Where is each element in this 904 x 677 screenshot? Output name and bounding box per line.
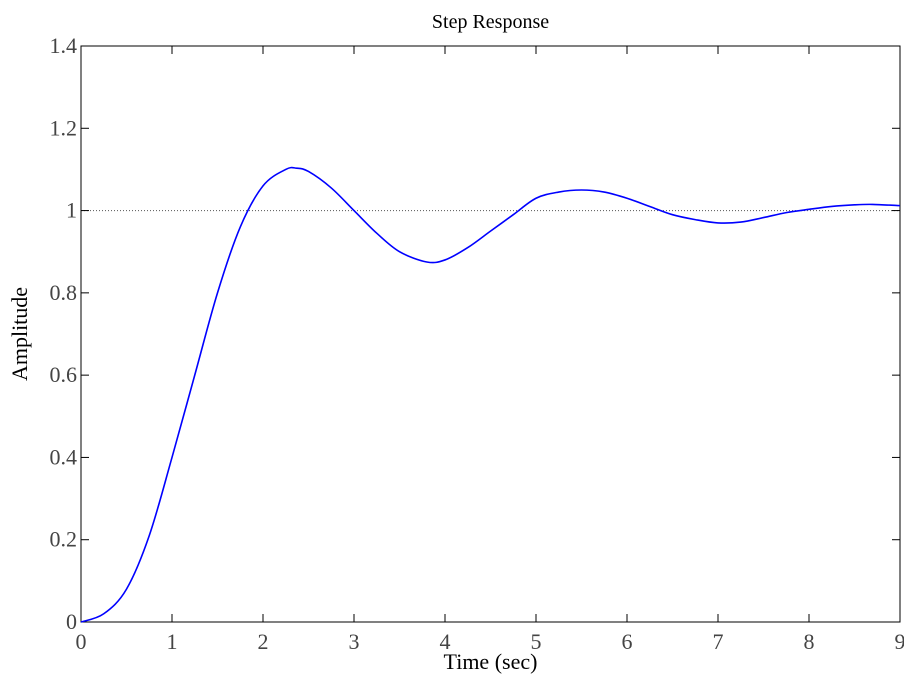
tick-marks [80,45,901,623]
x-tick-label: 1 [167,629,178,654]
x-tick-label: 8 [804,629,815,654]
x-tick-label: 4 [440,629,451,654]
x-tick-label: 5 [531,629,542,654]
x-tick-label: 3 [349,629,360,654]
x-tick-label: 7 [713,629,724,654]
chart-title: Step Response [432,11,549,33]
y-axis-label: Amplitude [7,287,32,381]
y-tick-label: 0.8 [50,280,78,305]
x-tick-label: 0 [76,629,87,654]
y-tick-label: 1.2 [50,115,78,140]
axes-box [80,45,901,623]
y-tick-label: 1.4 [50,33,78,58]
y-tick-label: 0.2 [50,527,78,552]
series-line [80,166,901,623]
x-tick-label: 9 [895,629,904,654]
y-tick-label: 0.4 [50,444,78,469]
y-tick-label: 0.6 [50,362,78,387]
tick-labels: 0 1 2 3 4 5 6 7 8 9 0 0.2 0.4 0.6 0.8 1 1.2 1.4 [50,33,904,654]
y-tick-label: 0 [66,609,77,634]
x-axis-label: Time (sec) [444,649,538,674]
plot-area: 0 1 2 3 4 5 6 7 8 9 0 0.2 0.4 0.6 0.8 1 1.2 1.4 [50,33,904,654]
x-tick-label: 2 [258,629,269,654]
y-tick-label: 1 [66,198,77,223]
x-tick-label: 6 [622,629,633,654]
